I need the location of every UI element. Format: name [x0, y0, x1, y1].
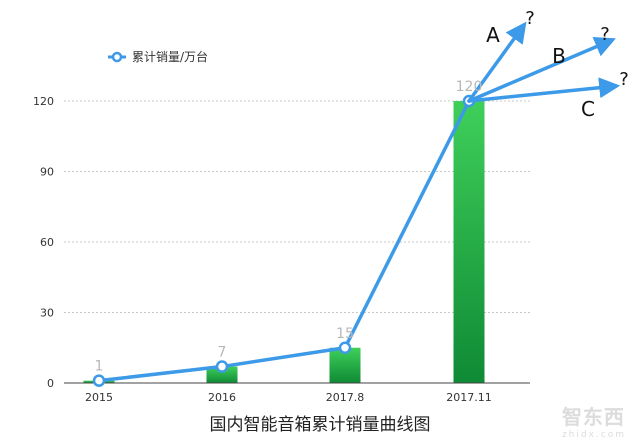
data-point [215, 360, 229, 373]
series-line [98, 100, 471, 383]
x-tick-label: 2017.8 [326, 391, 365, 404]
x-axis-ticks: 2015 2016 2017.8 2017.11 [85, 391, 492, 404]
y-tick-label: 30 [40, 307, 54, 320]
y-tick-label: 120 [33, 95, 54, 108]
data-point [338, 341, 352, 354]
watermark-url: zhidx.com [561, 430, 626, 440]
projection-question-mark: ? [600, 24, 610, 45]
projection-question-mark: ? [619, 69, 629, 90]
projection-arrow [467, 36, 616, 103]
cumulative-line [92, 94, 476, 387]
x-tick-label: 2017.11 [446, 391, 492, 404]
projection-letter: C [581, 97, 595, 121]
x-tick-label: 2016 [208, 391, 236, 404]
projection-arrows: A? B? C? [467, 8, 629, 121]
data-point [92, 374, 106, 387]
watermark-logo-text: 智东西 [561, 405, 625, 429]
chart-title: 国内智能音箱累计销量曲线图 [209, 415, 431, 435]
legend-label: 累计销量/万台 [132, 49, 208, 64]
projection-arrow [467, 77, 621, 103]
data-labels: 1 7 15 120 [95, 79, 483, 375]
projection-question-mark: ? [525, 8, 535, 29]
projection-letter: A [486, 23, 500, 47]
projection-letter: B [552, 44, 566, 68]
bars [83, 101, 485, 383]
grid-lines [64, 100, 530, 313]
y-tick-label: 0 [47, 377, 54, 390]
legend-marker [111, 51, 123, 63]
data-label: 15 [336, 326, 354, 342]
data-label: 1 [95, 359, 104, 375]
y-axis-ticks: 0 30 60 90 120 [33, 95, 54, 390]
legend: 累计销量/万台 [108, 49, 208, 64]
y-tick-label: 90 [40, 166, 54, 179]
projection-arrow [467, 21, 527, 103]
y-tick-label: 60 [40, 236, 54, 249]
watermark: 智东西 zhidx.com [562, 401, 626, 440]
data-label: 120 [456, 79, 483, 95]
bar [453, 101, 485, 383]
bar [206, 366, 238, 383]
x-tick-label: 2015 [85, 391, 113, 404]
data-label: 7 [218, 345, 227, 361]
